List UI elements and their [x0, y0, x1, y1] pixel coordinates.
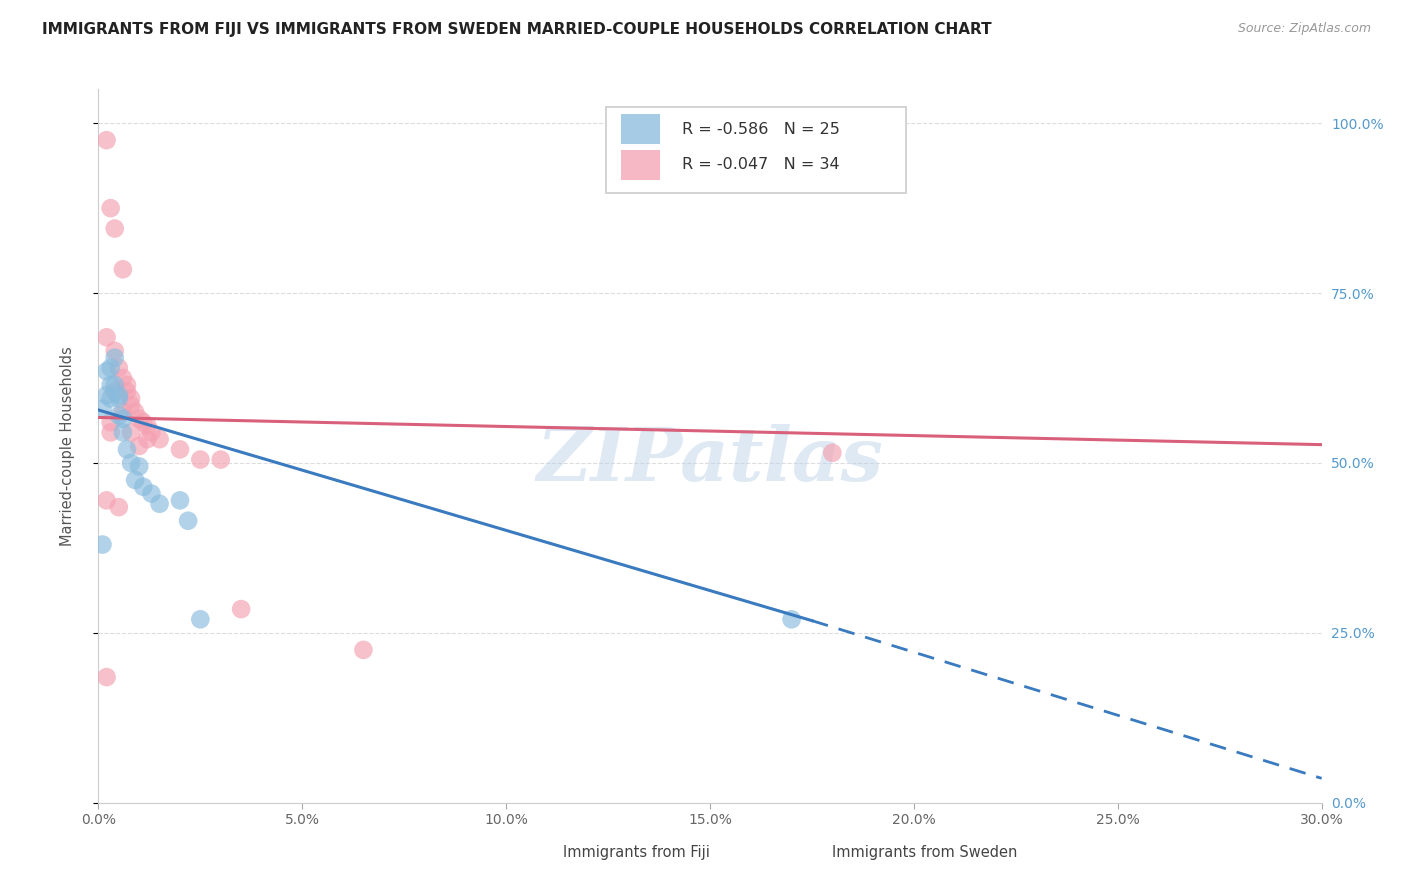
Point: [149, 432, 172, 446]
Point: [111, 371, 134, 385]
Point: [120, 456, 142, 470]
Point: [108, 392, 131, 406]
Point: [124, 405, 146, 419]
Point: [209, 452, 232, 467]
Point: [111, 412, 134, 426]
Point: [128, 459, 150, 474]
Point: [104, 377, 127, 392]
Point: [132, 480, 155, 494]
FancyBboxPatch shape: [533, 842, 560, 863]
Point: [120, 398, 142, 412]
Point: [128, 439, 150, 453]
Point: [111, 262, 134, 277]
Point: [100, 377, 122, 392]
Point: [104, 351, 127, 365]
Point: [177, 514, 200, 528]
FancyBboxPatch shape: [801, 842, 828, 863]
Point: [108, 409, 131, 423]
Point: [96, 493, 118, 508]
Point: [780, 612, 803, 626]
Point: [108, 360, 131, 375]
Point: [115, 377, 138, 392]
FancyBboxPatch shape: [620, 114, 659, 145]
Point: [120, 392, 142, 406]
Text: Immigrants from Fiji: Immigrants from Fiji: [564, 846, 710, 860]
Point: [100, 360, 122, 375]
Point: [115, 384, 138, 399]
Point: [104, 343, 127, 358]
Text: ZIPatlas: ZIPatlas: [537, 424, 883, 497]
Point: [108, 388, 131, 402]
Point: [128, 412, 150, 426]
Point: [100, 392, 122, 406]
Text: R = -0.047   N = 34: R = -0.047 N = 34: [682, 157, 839, 172]
Point: [108, 500, 131, 515]
Point: [188, 612, 212, 626]
Text: Source: ZipAtlas.com: Source: ZipAtlas.com: [1237, 22, 1371, 36]
Point: [141, 425, 163, 440]
Point: [231, 602, 253, 616]
FancyBboxPatch shape: [620, 150, 659, 180]
Point: [141, 486, 163, 500]
Point: [115, 442, 138, 457]
Point: [100, 415, 122, 429]
Point: [169, 442, 191, 457]
Point: [120, 425, 142, 440]
FancyBboxPatch shape: [606, 107, 905, 193]
Point: [136, 418, 159, 433]
Point: [96, 670, 118, 684]
Point: [352, 643, 374, 657]
Point: [100, 425, 122, 440]
Point: [188, 452, 212, 467]
Point: [96, 364, 118, 378]
Point: [96, 330, 118, 344]
Point: [104, 384, 127, 399]
Point: [149, 497, 172, 511]
Y-axis label: Married-couple Households: Married-couple Households: [60, 346, 75, 546]
Point: [111, 405, 134, 419]
Text: IMMIGRANTS FROM FIJI VS IMMIGRANTS FROM SWEDEN MARRIED-COUPLE HOUSEHOLDS CORRELA: IMMIGRANTS FROM FIJI VS IMMIGRANTS FROM …: [42, 22, 991, 37]
Point: [821, 446, 844, 460]
Point: [91, 401, 114, 416]
Point: [91, 537, 114, 551]
Point: [136, 432, 159, 446]
Point: [104, 221, 127, 235]
Point: [169, 493, 191, 508]
Point: [111, 425, 134, 440]
Text: Immigrants from Sweden: Immigrants from Sweden: [832, 846, 1018, 860]
Text: R = -0.586   N = 25: R = -0.586 N = 25: [682, 121, 839, 136]
Point: [96, 133, 118, 147]
Point: [124, 473, 146, 487]
Point: [96, 388, 118, 402]
Point: [132, 415, 155, 429]
Point: [100, 201, 122, 215]
